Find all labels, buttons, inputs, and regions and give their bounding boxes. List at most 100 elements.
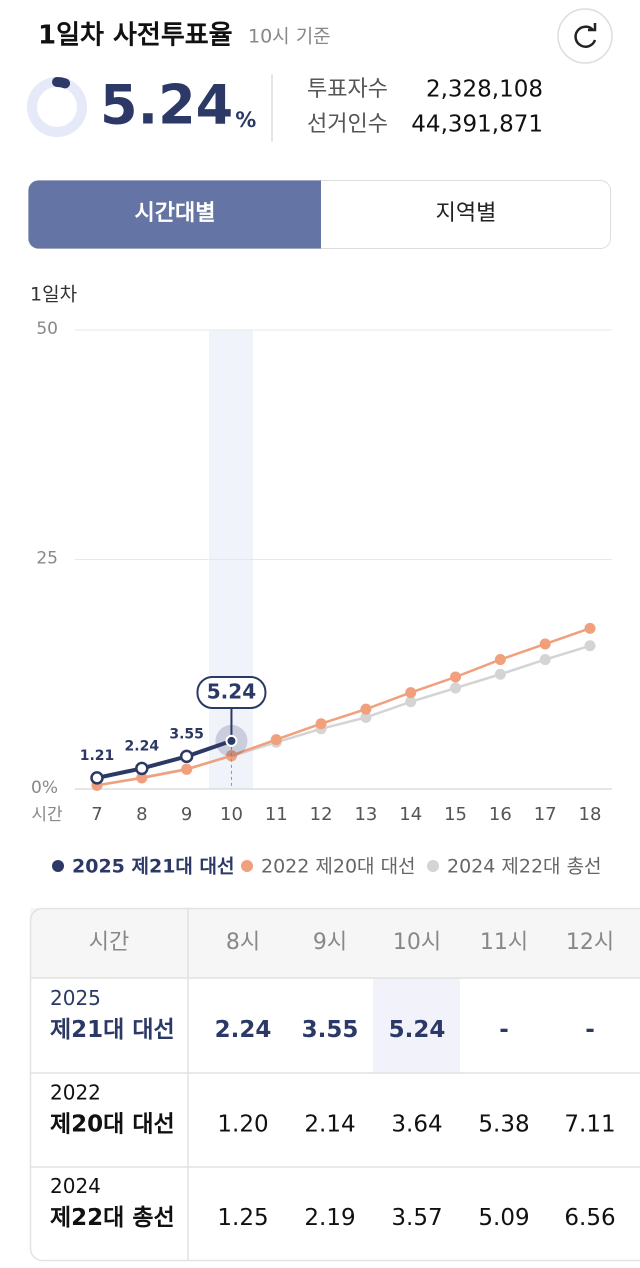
row-name: 제20대 대선: [50, 1112, 175, 1138]
x-tick-label: 8: [136, 804, 147, 825]
point: [450, 671, 462, 683]
table-header: 11시: [480, 930, 528, 955]
donut-track: [27, 77, 87, 137]
point: [494, 668, 506, 680]
x-tick-label: 18: [579, 804, 602, 825]
highlight-cell: [373, 978, 460, 1073]
x-tick-label: 12: [310, 804, 333, 825]
table-cell: 5.09: [478, 1205, 529, 1231]
row-name: 제22대 총선: [50, 1205, 175, 1231]
refresh-circle[interactable]: [557, 8, 613, 64]
series-line: [96, 739, 233, 780]
tab[interactable]: 지역별: [436, 201, 497, 226]
point: [584, 622, 596, 634]
table-header: 8시: [226, 930, 260, 955]
stat-value: 44,391,871: [411, 112, 543, 138]
x-axis-label: 시간: [31, 805, 63, 825]
table-header: 9시: [313, 930, 347, 955]
point: [360, 711, 372, 723]
legend-label: 2024 제22대 총선: [447, 856, 602, 878]
point: [315, 718, 327, 730]
legend-marker: [427, 860, 439, 872]
stat-label: 선거인수: [307, 112, 388, 137]
y-tick-label: 50: [36, 319, 58, 339]
table: 시간 8시 9시 10시 11시 12시 2025 제21대 대선 2.24 3.55 5.24 - -…: [29, 907, 640, 1262]
point: [405, 687, 417, 699]
point: [136, 772, 148, 784]
table-header: 시간: [89, 930, 129, 955]
x-tick-label: 15: [444, 804, 467, 825]
table-cell: 7.11: [564, 1112, 615, 1138]
x-tick-label: 10: [220, 804, 243, 825]
table-cell: -: [499, 1017, 509, 1043]
table-cell: 2.24: [215, 1017, 272, 1043]
rate-unit: %: [235, 108, 256, 132]
row-name: 제21대 대선: [50, 1017, 175, 1043]
stat-value: 2,328,108: [426, 77, 543, 103]
table-cell: 6.56: [564, 1205, 615, 1231]
x-tick-label: 17: [534, 804, 557, 825]
legend-label: 2025 제21대 대선: [72, 856, 234, 878]
refresh-icon[interactable]: [574, 25, 597, 48]
legend-marker: [241, 860, 253, 872]
point: [90, 771, 104, 785]
point: [270, 734, 282, 746]
tab[interactable]: 시간대별: [135, 201, 216, 226]
title: 1일차 사전투표율: [38, 21, 233, 51]
point: [360, 703, 372, 715]
table-border: [29, 907, 640, 1262]
refresh-arrow[interactable]: [588, 23, 597, 32]
point: [179, 749, 194, 764]
x-tick-label: 13: [354, 804, 377, 825]
x-tick-label: 11: [265, 804, 288, 825]
table-header: 12시: [566, 930, 614, 955]
callout-label: 5.24: [207, 680, 256, 704]
subtitle: 10시 기준: [248, 26, 331, 48]
legend-label: 2022 제20대 대선: [261, 856, 416, 878]
point: [225, 734, 238, 747]
x-tick-label: 7: [91, 804, 102, 825]
row-year: 2024: [50, 1174, 101, 1198]
table-cell: 1.20: [217, 1112, 268, 1138]
point: [181, 763, 193, 775]
point: [494, 654, 506, 666]
series-line: [96, 627, 591, 787]
point: [450, 682, 462, 694]
chart-title: 1일차: [30, 284, 77, 306]
table-cell: 5.24: [389, 1017, 446, 1043]
stat-label: 투표자수: [307, 77, 388, 102]
x-tick-label: 14: [399, 804, 422, 825]
table-cell: -: [585, 1017, 595, 1043]
table-cell: 3.55: [302, 1017, 359, 1043]
table-cell: 1.25: [217, 1205, 268, 1231]
refresh-button[interactable]: [557, 8, 613, 64]
table-header-bg: [30, 908, 640, 978]
value-label: 1.21: [80, 748, 115, 764]
point: [405, 696, 417, 708]
table-cell: 5.38: [478, 1112, 529, 1138]
value-label: 3.55: [169, 726, 204, 742]
row-year: 2025: [50, 986, 101, 1010]
table-cell: 2.19: [304, 1205, 355, 1231]
y-tick-label: 25: [36, 549, 58, 569]
row-year: 2022: [50, 1081, 101, 1105]
tab-active-bg[interactable]: [28, 180, 322, 249]
x-tick-label: 9: [181, 804, 192, 825]
rate-value: 5.24: [100, 74, 233, 137]
point: [135, 761, 149, 776]
x-tick-label: 16: [489, 804, 512, 825]
table-cell: 3.57: [391, 1205, 442, 1231]
table-header: 10시: [393, 930, 441, 955]
legend-marker: [52, 860, 64, 872]
point: [539, 638, 551, 650]
table-cell: 3.64: [391, 1112, 442, 1138]
donut-arc: [52, 77, 71, 89]
value-label: 2.24: [125, 738, 160, 754]
y-tick-label: 0%: [31, 778, 58, 798]
callout-box: [196, 676, 267, 709]
point: [584, 640, 596, 652]
table-cell: 2.14: [304, 1112, 355, 1138]
point: [539, 654, 551, 666]
